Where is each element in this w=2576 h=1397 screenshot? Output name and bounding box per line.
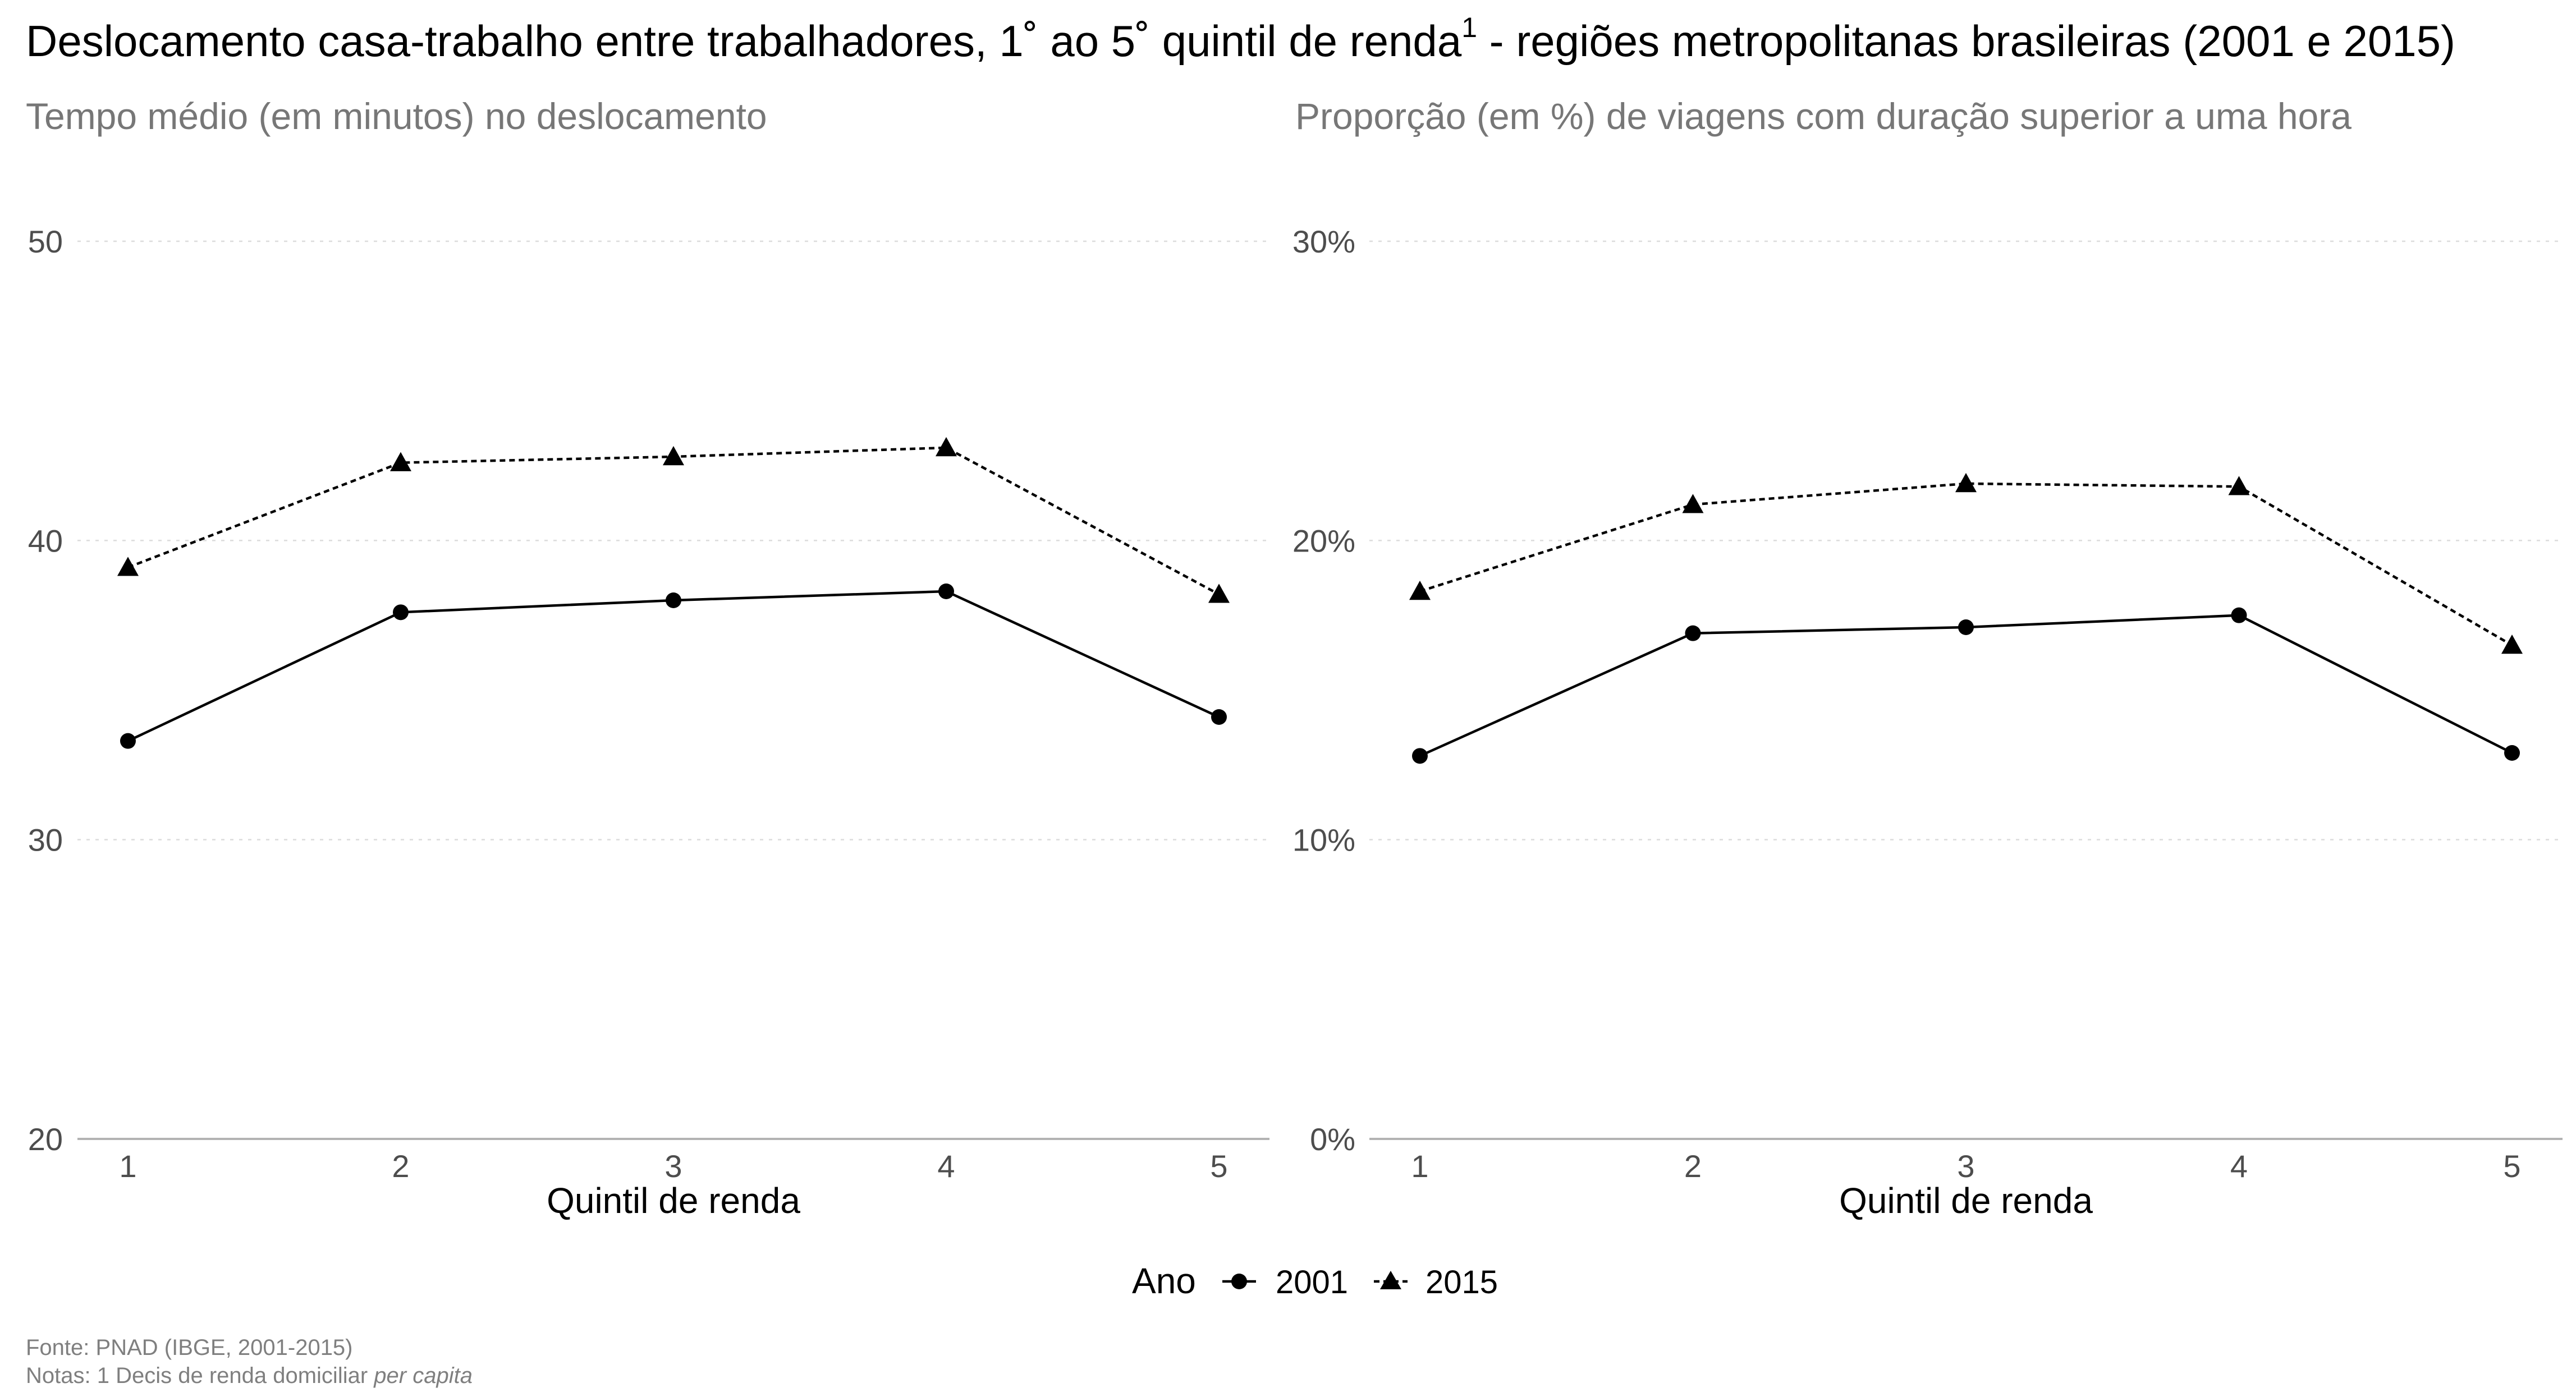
- legend-label-2001: 2001: [1276, 1264, 1348, 1301]
- y-tick-label: 20%: [1292, 523, 1355, 558]
- caption-source: Fonte: PNAD (IBGE, 2001-2015): [26, 1335, 353, 1360]
- data-point-2015: [2228, 476, 2250, 495]
- legend-item-2015: 2015: [1374, 1264, 1498, 1301]
- x-tick-label: 2: [392, 1148, 409, 1184]
- data-point-2001: [120, 733, 136, 749]
- chart-title: Deslocamento casa-trabalho entre trabalh…: [26, 12, 2455, 66]
- x-tick-label: 1: [1411, 1148, 1428, 1184]
- data-point-2015: [663, 446, 684, 466]
- x-tick-label: 5: [1210, 1148, 1227, 1184]
- legend-label-2015: 2015: [1425, 1264, 1498, 1301]
- data-point-2001: [393, 604, 409, 621]
- series-line-2001: [127, 590, 1220, 742]
- data-point-2015: [117, 557, 139, 576]
- y-tick-label: 50: [28, 224, 63, 259]
- data-point-2001: [2504, 745, 2520, 761]
- series-line-2001: [1419, 614, 2513, 757]
- series-line-2015: [1419, 482, 2513, 646]
- data-point-2001: [1685, 625, 1701, 641]
- panel-left: Tempo médio (em minutos) no deslocamento…: [26, 95, 1269, 1221]
- y-tick-label: 30: [28, 822, 63, 858]
- data-point-2001: [938, 583, 954, 599]
- x-axis-title: Quintil de renda: [547, 1180, 800, 1221]
- x-tick-label: 3: [664, 1148, 682, 1184]
- y-tick-label: 40: [28, 523, 63, 558]
- data-point-2015: [1409, 581, 1431, 600]
- x-tick-label: 2: [1684, 1148, 1702, 1184]
- legend-item-2001: 2001: [1222, 1264, 1348, 1301]
- y-tick-label: 10%: [1292, 822, 1355, 858]
- data-point-2001: [1211, 709, 1227, 725]
- x-tick-label: 4: [937, 1148, 955, 1184]
- legend-title: Ano: [1132, 1261, 1196, 1301]
- y-tick-label: 30%: [1292, 224, 1355, 259]
- x-tick-label: 4: [2230, 1148, 2248, 1184]
- data-point-2015: [390, 452, 411, 471]
- chart-title-superscript: 1: [1461, 12, 1477, 43]
- data-point-2001: [1958, 619, 1974, 635]
- data-point-2001: [2231, 607, 2247, 623]
- data-point-2015: [2501, 635, 2523, 654]
- legend: Ano 2001 2015: [1132, 1261, 1498, 1301]
- caption-notes: Notas: 1 Decis de renda domiciliar per c…: [26, 1363, 473, 1388]
- chart-title-suffix: - regiões metropolitanas brasileiras (20…: [1477, 16, 2455, 66]
- caption-notes-italic: per capita: [373, 1363, 473, 1388]
- legend-circle-icon: [1231, 1274, 1247, 1289]
- x-tick-label: 5: [2503, 1148, 2520, 1184]
- data-point-2015: [1208, 583, 1230, 603]
- panel-right: Proporção (em %) de viagens com duração …: [1292, 95, 2563, 1221]
- panel-subtitle: Proporção (em %) de viagens com duração …: [1295, 95, 2352, 137]
- series-line-2015: [127, 446, 1220, 596]
- data-point-2015: [1682, 494, 1704, 513]
- x-tick-label: 1: [119, 1148, 136, 1184]
- y-tick-label: 20: [28, 1122, 63, 1157]
- x-axis-title: Quintil de renda: [1839, 1180, 2093, 1221]
- x-tick-label: 3: [1957, 1148, 1974, 1184]
- legend-triangle-icon: [1380, 1271, 1401, 1289]
- panel-subtitle: Tempo médio (em minutos) no deslocamento: [26, 95, 767, 137]
- data-point-2001: [666, 592, 681, 608]
- chart-title-main: Deslocamento casa-trabalho entre trabalh…: [26, 16, 1462, 66]
- data-point-2015: [1955, 473, 1977, 493]
- y-tick-label: 0%: [1310, 1122, 1355, 1157]
- caption-notes-text: Notas: 1 Decis de renda domiciliar: [26, 1363, 374, 1388]
- data-point-2001: [1412, 748, 1428, 764]
- data-point-2015: [936, 437, 957, 457]
